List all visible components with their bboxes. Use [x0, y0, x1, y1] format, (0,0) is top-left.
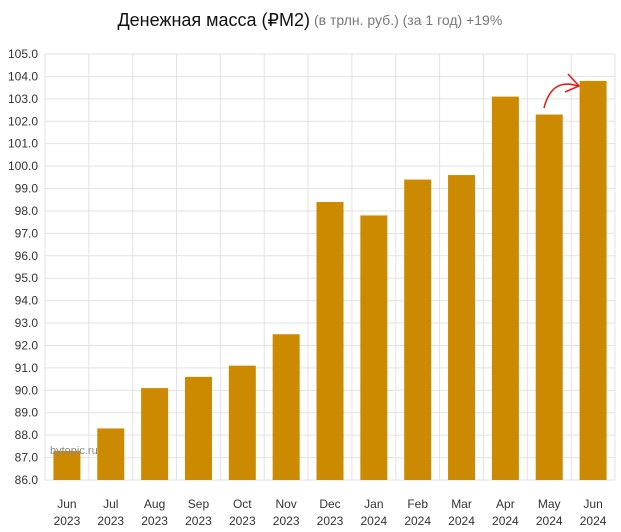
bar	[579, 80, 607, 480]
watermark: bytopic.ru	[50, 445, 98, 457]
y-tick-label: 86.0	[15, 473, 39, 487]
x-tick-month: Jan	[364, 497, 383, 511]
annotation-arrow-line	[543, 83, 579, 109]
annotation-arrow-head	[564, 73, 581, 93]
x-tick-year: 2024	[536, 514, 563, 528]
x-tick-year: 2023	[273, 514, 300, 528]
x-tick-month: Jun	[57, 497, 76, 511]
y-tick-label: 91.0	[15, 361, 39, 375]
y-axis-ticks: 86.0 87.0 88.0 89.0 90.0 91.0 92.0 93.0 94.0 95.0…	[8, 47, 38, 487]
x-tick-month: Apr	[496, 497, 515, 511]
x-tick-month: Mar	[451, 497, 472, 511]
bar	[228, 365, 256, 480]
bar	[97, 428, 125, 480]
y-tick-label: 95.0	[15, 271, 39, 285]
x-tick-year: 2024	[404, 514, 431, 528]
x-tick-year: 2024	[360, 514, 387, 528]
x-tick-month: Oct	[233, 497, 252, 511]
y-tick-label: 103.0	[8, 92, 38, 106]
bar	[491, 96, 519, 480]
y-tick-label: 88.0	[15, 428, 39, 442]
chart-title-main: Денежная масса (₽M2)	[117, 10, 310, 30]
annotation-arrow	[543, 73, 581, 109]
y-tick-label: 92.0	[15, 338, 39, 352]
y-tick-label: 100.0	[8, 159, 38, 173]
x-axis-ticks: Jun 2023 Jul 2023 Aug 2023 Sep 2023 Oct 2023 Nov 20…	[54, 497, 607, 528]
x-tick-month: Sep	[188, 497, 210, 511]
x-tick-year: 2023	[229, 514, 256, 528]
bar	[448, 175, 476, 481]
x-tick-year: 2023	[185, 514, 212, 528]
bar	[360, 215, 388, 480]
y-tick-label: 99.0	[15, 182, 39, 196]
x-tick-year: 2023	[141, 514, 168, 528]
chart-title: Денежная масса (₽M2) (в трлн. руб.) (за …	[117, 10, 502, 30]
y-tick-label: 96.0	[15, 249, 39, 263]
y-tick-label: 90.0	[15, 383, 39, 397]
bar	[316, 201, 344, 480]
bar	[53, 450, 81, 480]
y-tick-label: 93.0	[15, 316, 39, 330]
y-tick-label: 104.0	[8, 69, 38, 83]
chart-title-subtitle: (в трлн. руб.) (за 1 год) +19%	[314, 12, 502, 28]
y-tick-label: 101.0	[8, 137, 38, 151]
x-tick-month: Aug	[144, 497, 165, 511]
x-tick-month: Jun	[583, 497, 602, 511]
x-tick-month: May	[538, 497, 561, 511]
x-tick-year: 2023	[97, 514, 124, 528]
y-tick-label: 105.0	[8, 47, 38, 61]
bar	[184, 376, 212, 480]
x-tick-year: 2024	[492, 514, 519, 528]
y-tick-label: 89.0	[15, 406, 39, 420]
bars	[53, 80, 607, 481]
x-tick-year: 2024	[448, 514, 475, 528]
y-tick-label: 97.0	[15, 226, 39, 240]
x-tick-year: 2024	[580, 514, 607, 528]
bar	[141, 388, 169, 480]
bar	[272, 334, 300, 480]
x-tick-month: Feb	[407, 497, 428, 511]
x-tick-month: Nov	[275, 497, 296, 511]
y-tick-label: 87.0	[15, 451, 39, 465]
x-tick-year: 2023	[317, 514, 344, 528]
x-tick-month: Jul	[103, 497, 118, 511]
bar	[535, 114, 563, 481]
x-tick-year: 2023	[54, 514, 81, 528]
y-tick-label: 94.0	[15, 294, 39, 308]
y-tick-label: 102.0	[8, 114, 38, 128]
x-tick-month: Dec	[319, 497, 340, 511]
bar	[404, 179, 432, 480]
y-tick-label: 98.0	[15, 204, 39, 218]
